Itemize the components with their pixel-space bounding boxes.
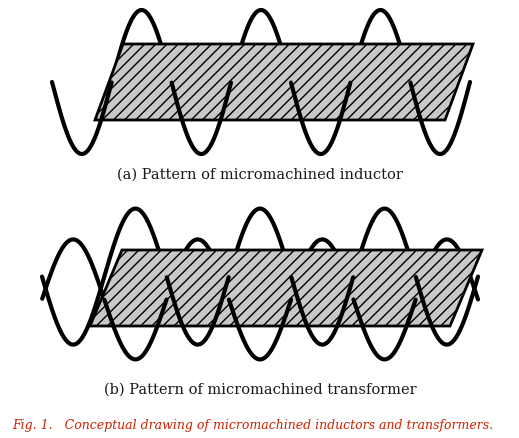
- Text: (b) Pattern of micromachined transformer: (b) Pattern of micromachined transformer: [104, 383, 416, 397]
- Polygon shape: [95, 44, 473, 120]
- Polygon shape: [90, 250, 482, 326]
- Text: (a) Pattern of micromachined inductor: (a) Pattern of micromachined inductor: [117, 168, 403, 182]
- Text: Fig. 1.   Conceptual drawing of micromachined inductors and transformers.: Fig. 1. Conceptual drawing of micromachi…: [12, 418, 493, 431]
